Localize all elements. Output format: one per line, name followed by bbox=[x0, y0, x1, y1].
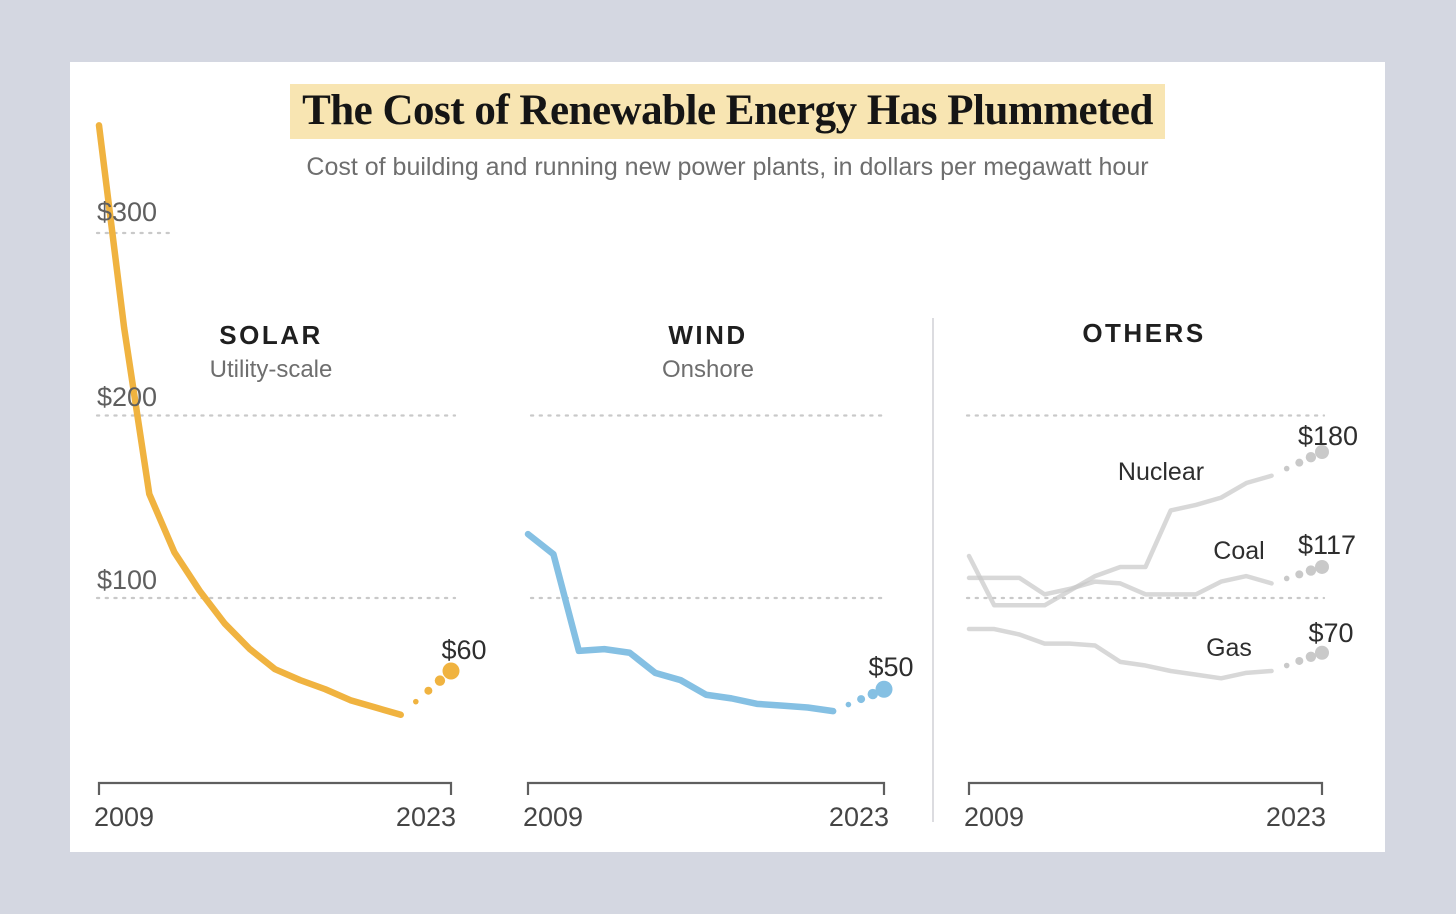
coal-projection-dot bbox=[1295, 570, 1304, 579]
nuclear-projection-dot bbox=[1305, 452, 1317, 463]
nuclear-end-dot bbox=[1315, 445, 1329, 459]
nuclear-projection-dot bbox=[1295, 458, 1304, 467]
nuclear-projection-dot bbox=[1283, 465, 1290, 472]
x-axis-others bbox=[967, 781, 1324, 795]
x-label-solar-start: 2009 bbox=[94, 802, 155, 832]
chart-subtitle: Cost of building and running new power p… bbox=[306, 153, 1149, 181]
x-axis-wind bbox=[526, 781, 886, 795]
wind-projection-dot bbox=[857, 695, 866, 704]
x-label-wind-end: 2023 bbox=[828, 802, 889, 832]
x-label-solar-end: 2023 bbox=[395, 802, 456, 832]
wind-projection-dot bbox=[845, 701, 852, 708]
gas-projection-dot bbox=[1305, 651, 1317, 662]
gas-end-dot bbox=[1315, 645, 1329, 660]
x-label-wind-start: 2009 bbox=[523, 802, 584, 832]
end-value-label-wind: $50 bbox=[868, 652, 914, 682]
end-value-label-coal: $117 bbox=[1297, 530, 1357, 560]
series-label-coal: Coal bbox=[1213, 537, 1265, 565]
gas-line bbox=[966, 626, 1274, 681]
panel-heading-wind: WIND bbox=[668, 320, 748, 350]
x-label-others-end: 2023 bbox=[1265, 802, 1326, 832]
end-value-label-nuclear: $180 bbox=[1297, 421, 1359, 451]
wind-end-dot bbox=[875, 680, 893, 698]
panel-heading-solar: SOLAR bbox=[219, 320, 323, 350]
wind-line bbox=[524, 530, 837, 715]
series-label-gas: Gas bbox=[1206, 634, 1252, 662]
panel-subheading-wind: Onshore bbox=[661, 356, 755, 383]
y-axis-label-300: $300 bbox=[97, 197, 158, 227]
gas-projection-dot bbox=[1283, 662, 1290, 669]
chart-title: The Cost of Renewable Energy Has Plummet… bbox=[290, 84, 1165, 140]
end-value-label-solar: $60 bbox=[441, 635, 487, 665]
x-label-others-start: 2009 bbox=[964, 802, 1025, 832]
wind-projection-dot bbox=[867, 688, 879, 700]
title-row: The Cost of Renewable Energy Has Plummet… bbox=[70, 84, 1385, 140]
gas-projection-dot bbox=[1295, 656, 1304, 665]
series-label-nuclear: Nuclear bbox=[1117, 458, 1205, 486]
nuclear-line bbox=[966, 473, 1274, 608]
solar-projection-dot bbox=[434, 675, 446, 686]
coal-projection-dot bbox=[1283, 575, 1290, 582]
x-axis-solar bbox=[97, 781, 453, 795]
coal-line bbox=[966, 573, 1274, 597]
panel-subheading-solar: Utility-scale bbox=[209, 356, 333, 383]
y-axis-label-200: $200 bbox=[97, 382, 158, 412]
solar-end-dot bbox=[442, 662, 460, 680]
y-axis-label-100: $100 bbox=[97, 565, 158, 595]
chart-card bbox=[70, 62, 1385, 852]
coal-end-dot bbox=[1315, 559, 1329, 574]
solar-projection-dot bbox=[413, 698, 419, 705]
solar-projection-dot bbox=[424, 686, 433, 695]
end-value-label-gas: $70 bbox=[1308, 618, 1354, 648]
coal-projection-dot bbox=[1305, 565, 1317, 576]
solar-line bbox=[95, 122, 404, 719]
panel-heading-others: OTHERS bbox=[1082, 318, 1206, 348]
